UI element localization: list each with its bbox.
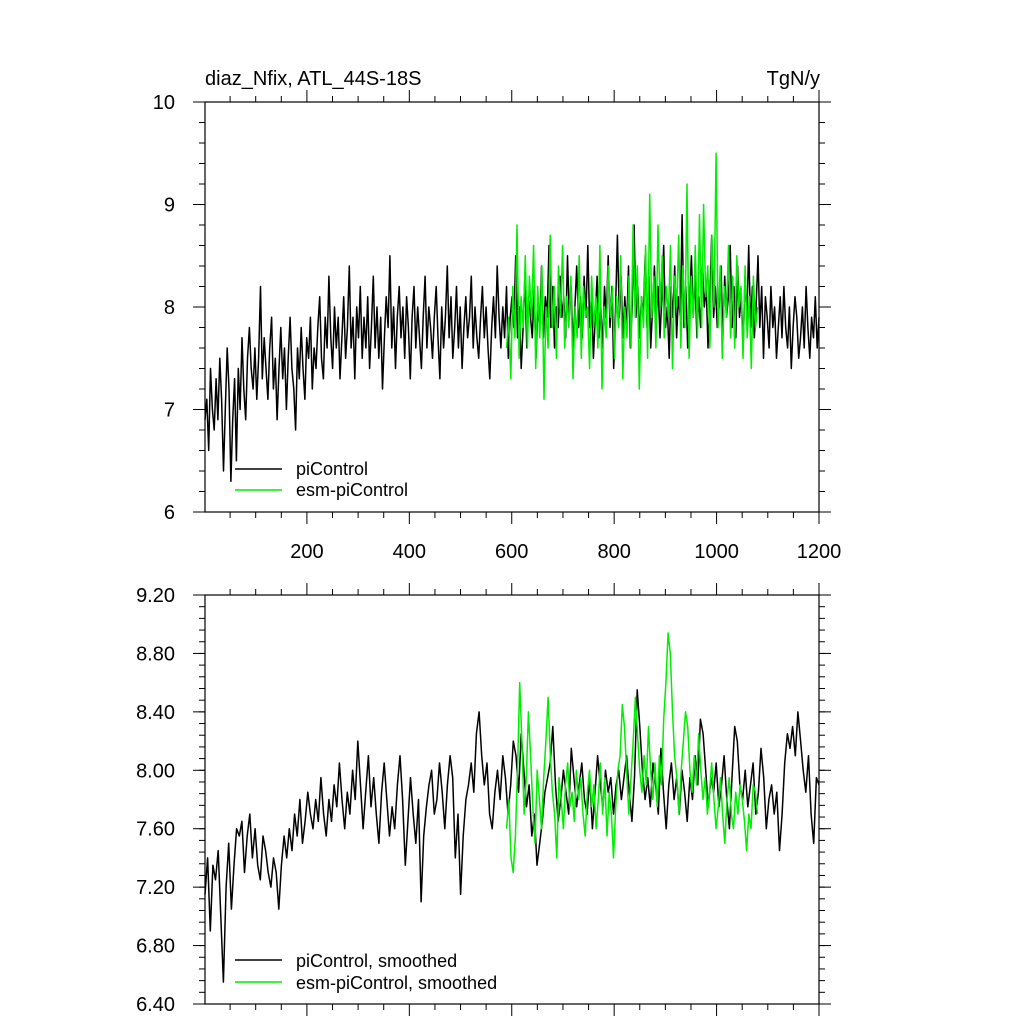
- bottom-legend: piControl, smoothed esm-piControl, smoot…: [235, 951, 497, 993]
- legend-label-esm-picontrol-smoothed: esm-piControl, smoothed: [296, 973, 497, 993]
- y-tick-label: 8: [164, 297, 175, 319]
- y-tick-label: 9: [164, 195, 175, 217]
- x-tick-label: 1000: [694, 541, 739, 563]
- legend-label-picontrol-smoothed: piControl, smoothed: [296, 951, 457, 971]
- y-tick-label: 10: [153, 92, 175, 114]
- units-label: TgN/y: [767, 68, 820, 90]
- x-tick-label: 1200: [797, 541, 842, 563]
- y-tick-label: 9.20: [136, 585, 175, 607]
- x-tick-label: 600: [495, 541, 528, 563]
- series-line-0-1: [505, 152, 759, 401]
- legend-label-esm-picontrol: esm-piControl: [296, 480, 408, 500]
- y-tick-label: 8.40: [136, 702, 175, 724]
- y-tick-label: 7.20: [136, 877, 175, 899]
- top-panel: diaz_Nfix, ATL_44S-18S TgN/y 6 7 8 9 10 200 40…: [153, 68, 842, 563]
- chart-title: diaz_Nfix, ATL_44S-18S: [205, 68, 421, 90]
- x-tick-label: 400: [393, 541, 426, 563]
- bottom-plot-frame: [204, 594, 820, 1005]
- y-tick-label: 7: [164, 400, 175, 422]
- y-tick-label: 8.80: [136, 643, 175, 665]
- bottom-ticks-group: 6.40 6.80 7.20 7.60 8.00 8.40 8.80 9.20: [136, 583, 831, 1016]
- y-tick-label: 6.40: [136, 994, 175, 1016]
- top-plot-frame: [204, 101, 820, 513]
- y-tick-label: 6: [164, 502, 175, 524]
- top-series-group: [204, 152, 820, 483]
- y-tick-label: 7.60: [136, 819, 175, 841]
- top-legend: piControl esm-piControl: [235, 459, 408, 500]
- top-ticks-group: 6 7 8 9 10 200 400 600 800 1000 1200: [153, 90, 842, 563]
- y-tick-label: 6.80: [136, 936, 175, 958]
- series-line-1-0: [204, 689, 820, 983]
- x-tick-label: 200: [290, 541, 323, 563]
- bottom-panel: 6.40 6.80 7.20 7.60 8.00 8.40 8.80 9.20 piContr…: [136, 583, 831, 1016]
- y-tick-label: 8.00: [136, 760, 175, 782]
- series-line-1-1: [505, 632, 759, 874]
- x-tick-label: 800: [597, 541, 630, 563]
- legend-label-picontrol: piControl: [296, 459, 368, 479]
- bottom-series-group: [204, 632, 820, 983]
